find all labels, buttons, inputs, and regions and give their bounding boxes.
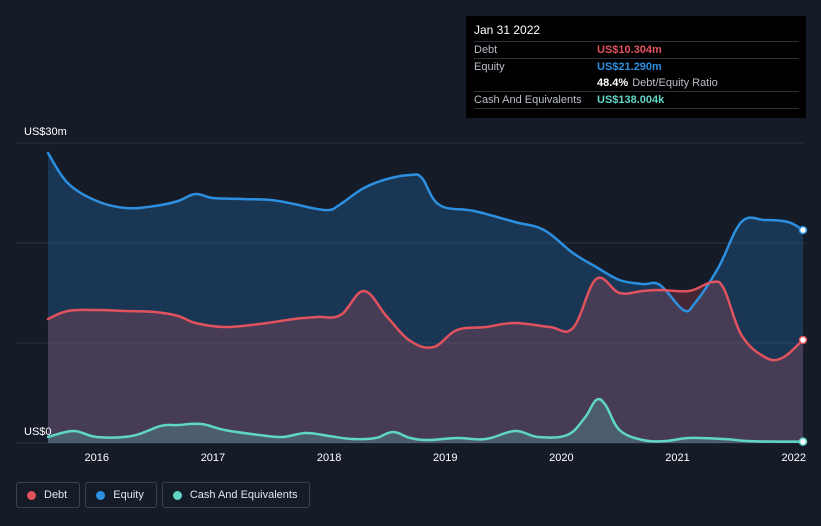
legend-item-equity[interactable]: Equity: [85, 482, 157, 508]
cash-area: [48, 399, 803, 443]
debt-line: [46, 276, 805, 362]
cash-line: [46, 397, 805, 443]
x-tick-label: 2021: [665, 452, 689, 464]
debt-end-marker: [798, 335, 808, 345]
series-end-markers: [798, 225, 808, 446]
y-tick-label-max: US$30m: [24, 126, 67, 138]
tooltip-row-equity: Equity US$21.290m: [474, 58, 799, 75]
tooltip-row-cash: Cash And Equivalents US$138.004k: [474, 91, 799, 109]
cash-end-marker: [798, 437, 808, 446]
x-tick-label: 2020: [549, 452, 573, 464]
tooltip-ratio-label: Debt/Equity Ratio: [632, 77, 718, 89]
tooltip-equity-value: US$21.290m: [597, 61, 662, 73]
legend-cash-label: Cash And Equivalents: [189, 489, 298, 501]
tooltip-row-debt: Debt US$10.304m: [474, 41, 799, 58]
x-tick-label: 2016: [85, 452, 109, 464]
tooltip-debt-value: US$10.304m: [597, 44, 662, 56]
tooltip-debt-label: Debt: [474, 44, 498, 56]
equity-end-marker: [798, 225, 808, 235]
x-tick-label: 2019: [433, 452, 457, 464]
y-axis-labels: US$30m US$0: [24, 126, 67, 438]
data-tooltip: Jan 31 2022 Debt US$10.304m Equity US$21…: [466, 16, 806, 118]
debt-area: [48, 277, 803, 443]
debt-dot-icon: [27, 490, 36, 500]
x-tick-label: 2017: [201, 452, 225, 464]
tooltip-cash-label: Cash And Equivalents: [474, 94, 582, 106]
legend-equity-label: Equity: [113, 489, 144, 501]
chart-legend: Debt Equity Cash And Equivalents: [16, 482, 315, 510]
x-tick-label: 2022: [782, 452, 806, 464]
tooltip-cash-value: US$138.004k: [597, 94, 665, 106]
y-tick-label-zero: US$0: [24, 426, 52, 438]
equity-line: [46, 151, 805, 313]
equity-dot-icon: [96, 490, 106, 500]
x-axis-labels: 2016 2017 2018 2019 2020 2021 2022: [85, 452, 806, 464]
x-tick-label: 2018: [317, 452, 341, 464]
tooltip-row-ratio: 48.4% Debt/Equity Ratio: [474, 75, 799, 91]
tooltip-ratio-value: 48.4%: [597, 77, 629, 89]
cash-dot-icon: [172, 490, 182, 500]
series-lines: [46, 151, 805, 443]
tooltip-equity-label: Equity: [474, 61, 505, 73]
series-areas: [48, 153, 803, 443]
legend-item-debt[interactable]: Debt: [16, 482, 81, 508]
legend-item-cash[interactable]: Cash And Equivalents: [161, 482, 311, 508]
equity-area: [48, 153, 803, 443]
tooltip-date: Jan 31 2022: [474, 23, 541, 37]
grid-lines: [16, 142, 805, 444]
legend-debt-label: Debt: [44, 489, 68, 501]
